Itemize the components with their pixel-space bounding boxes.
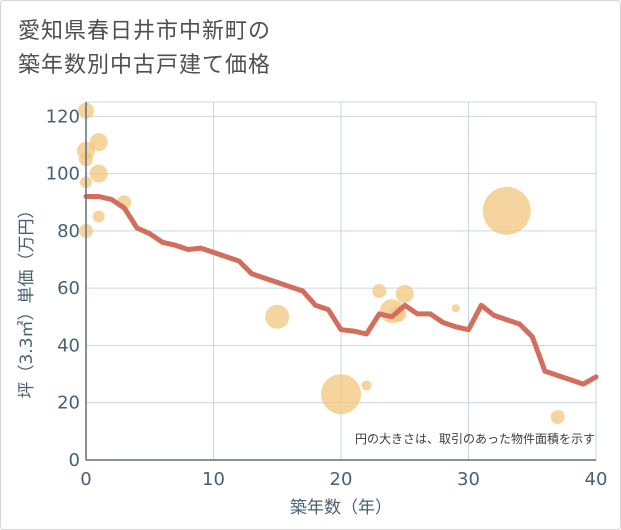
chart-title-line-1: 愛知県春日井市中新町の [18, 19, 272, 44]
average-price-line [83, 194, 599, 387]
scatter-point [321, 374, 361, 415]
chart-title-line-2: 築年数別中古戸建て価格 [18, 53, 272, 78]
scatter-point [372, 284, 387, 299]
x-tick-label: 40 [585, 469, 608, 490]
scatter-point [451, 304, 460, 313]
scatter-point [482, 186, 531, 235]
y-tick-label: 60 [57, 278, 80, 299]
x-tick-label: 20 [330, 469, 353, 490]
y-tick-label: 20 [57, 393, 80, 414]
scatter-point [265, 304, 290, 329]
scatter-point [550, 410, 565, 425]
x-tick-label: 10 [202, 469, 225, 490]
scatter-point [361, 380, 372, 391]
y-tick-label: 80 [57, 221, 80, 242]
x-tick-label: 0 [80, 469, 91, 490]
scatter-point [89, 164, 108, 183]
scatter-point [89, 133, 108, 152]
y-ticks: 0 20 40 60 80 100 120 [46, 106, 80, 471]
y-tick-label: 0 [69, 450, 80, 471]
x-tick-label: 30 [457, 469, 480, 490]
y-tick-label: 120 [46, 106, 80, 127]
scatter-series [77, 102, 565, 425]
y-tick-label: 40 [57, 335, 80, 356]
x-axis-label: 築年数（年） [290, 498, 392, 518]
chart-note: 円の大きさは、取引のあった物件面積を示す [355, 431, 595, 446]
line-series [83, 194, 599, 387]
y-tick-label: 100 [46, 164, 80, 185]
chart-title: 愛知県春日井市中新町の 築年数別中古戸建て価格 [18, 15, 271, 83]
scatter-point [395, 284, 414, 303]
x-ticks: 0 10 20 30 40 [80, 469, 607, 490]
scatter-point [92, 210, 105, 223]
y-axis-label: 坪（3.3㎡）単価（万円） [17, 201, 37, 398]
